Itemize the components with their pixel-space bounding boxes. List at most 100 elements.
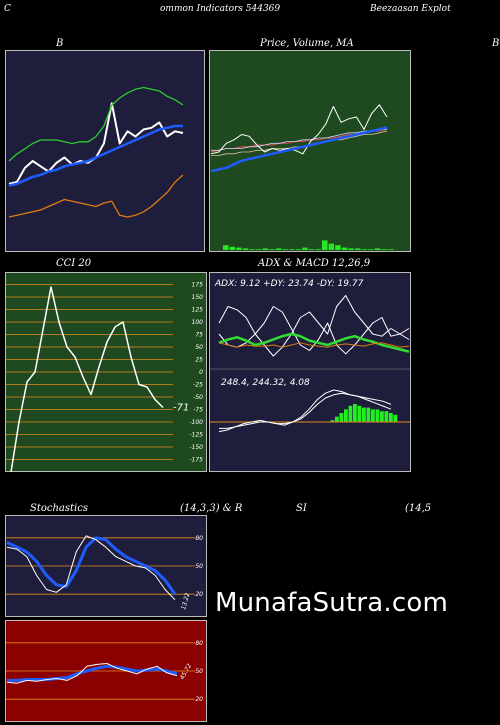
- header-title: ommon Indicators 544369: [160, 4, 281, 14]
- volume-bar: [388, 249, 394, 250]
- ma-light-line: [211, 128, 387, 151]
- volume-bar: [256, 249, 262, 250]
- y-tick-label: 100: [192, 319, 204, 326]
- volume-bar: [355, 248, 361, 250]
- panel-cci: 175 150 125 100 75 50 25 0 -25 -50 -75 -100 -125 -150…: [5, 272, 207, 472]
- ma-blue-line: [210, 126, 388, 173]
- macd-signal-line: [219, 392, 392, 429]
- panel-frame: [209, 272, 411, 472]
- macd-hist-bar: [348, 405, 353, 422]
- panel-adx-macd: ADX: 9.12 +DY: 23.74 -DY: 19.77 248.4, 24…: [209, 272, 411, 472]
- volume-bar: [242, 248, 249, 250]
- y-tick-label: -150: [189, 444, 203, 451]
- plus-di-line: [218, 295, 410, 357]
- macd-hist-bar: [366, 407, 371, 422]
- y-tick-label: 50: [195, 563, 203, 570]
- lower-band-line: [8, 174, 184, 218]
- y-tick-label: -125: [189, 432, 203, 439]
- volume-bar: [275, 248, 282, 250]
- volume-bar: [295, 249, 302, 250]
- adx-orange-line: [218, 342, 410, 348]
- volume-bar: [374, 248, 381, 250]
- volume-bar: [282, 249, 288, 250]
- panel-bollinger: [5, 50, 205, 252]
- macd-hist-bar: [393, 414, 398, 422]
- y-tick-label: 0: [199, 369, 203, 376]
- stoch-last-value: 13.22: [180, 592, 191, 611]
- macd-hist-bar: [344, 409, 348, 422]
- y-tick-label: 75: [195, 332, 203, 339]
- y-tick-label: -25: [193, 382, 203, 389]
- header-company: Beezaasan Explot: [370, 4, 451, 14]
- volume-bar: [302, 247, 308, 250]
- volume-bar: [315, 249, 321, 250]
- y-tick-label: 50: [195, 344, 203, 351]
- macd-hist-bar: [384, 411, 389, 422]
- macd-hist-bar: [339, 413, 344, 422]
- volume-bar: [269, 249, 275, 250]
- y-tick-label: 80: [195, 640, 203, 647]
- panel-stochastics: 80 50 20 13.22: [5, 515, 207, 617]
- stoch-d-line: [6, 536, 177, 596]
- volume-bar: [368, 249, 374, 250]
- volume-bar: [322, 240, 328, 250]
- y-tick-label: -75: [193, 407, 203, 414]
- macd-hist-bar: [357, 405, 362, 422]
- y-tick-label: 125: [192, 307, 204, 314]
- volume-bar: [308, 249, 315, 250]
- volume-bar: [223, 245, 229, 250]
- y-tick-label: -175: [189, 457, 203, 464]
- panel-title-si: SI: [296, 503, 307, 514]
- macd-hist-bar: [375, 409, 380, 422]
- volume-bar: [335, 245, 341, 250]
- price-line: [210, 104, 388, 155]
- macd-hist-bar: [353, 404, 357, 422]
- panel-title-stoch: Stochastics: [30, 503, 88, 514]
- macd-hist-bar: [335, 416, 339, 422]
- si-white-line: [6, 663, 178, 684]
- y-tick-label: 25: [195, 357, 203, 364]
- stoch-k-line: [6, 535, 176, 601]
- macd-hist-bar: [389, 413, 393, 422]
- macd-hist-bar: [330, 420, 335, 422]
- panel-frame: [5, 50, 205, 252]
- macd-hist-bar: [371, 409, 375, 422]
- cci-last-value: -71: [173, 403, 189, 414]
- volume-bar: [381, 249, 387, 250]
- panel-si: 80 50 20 45.72: [5, 620, 207, 722]
- y-tick-label: 20: [195, 696, 203, 703]
- si-blue-line: [7, 664, 178, 682]
- volume-bar: [229, 246, 236, 250]
- y-tick-label: 50: [195, 668, 203, 675]
- panel-title-adx-macd: ADX & MACD 12,26,9: [258, 258, 371, 269]
- volume-bar: [328, 243, 335, 250]
- y-tick-label: 80: [195, 535, 203, 542]
- panel-title-price: Price, Volume, MA: [260, 38, 354, 49]
- volume-bar: [341, 247, 348, 250]
- y-tick-label: 175: [192, 282, 204, 289]
- panel-title-cci: CCI 20: [56, 258, 92, 269]
- macd-hist-bar: [380, 411, 384, 422]
- y-tick-label: 150: [192, 294, 204, 301]
- panel-title-edge: B: [492, 38, 500, 49]
- macd-line: [218, 389, 392, 433]
- cci-line: [10, 286, 164, 472]
- volume-bar: [249, 249, 255, 250]
- header-letter: C: [4, 4, 11, 14]
- panel-frame: [209, 50, 411, 252]
- volume-bar: [289, 249, 295, 250]
- panel-params-stoch: (14,3,3) & R: [180, 503, 243, 514]
- watermark: MunafaSutra.com: [215, 588, 449, 618]
- middle-band-line: [8, 124, 183, 187]
- minus-di-line: [218, 306, 410, 355]
- panel-params-si: (14,5: [405, 503, 432, 514]
- volume-bar: [236, 247, 242, 250]
- macd-hist-bar: [362, 407, 366, 422]
- volume-bar: [262, 248, 269, 250]
- y-tick-label: -50: [193, 394, 203, 401]
- y-tick-label: 20: [195, 591, 203, 598]
- volume-bar: [348, 248, 354, 250]
- macd-label: 248.4, 244.32, 4.08: [221, 378, 310, 388]
- upper-band-line: [8, 86, 184, 162]
- panel-price-volume: [209, 50, 411, 252]
